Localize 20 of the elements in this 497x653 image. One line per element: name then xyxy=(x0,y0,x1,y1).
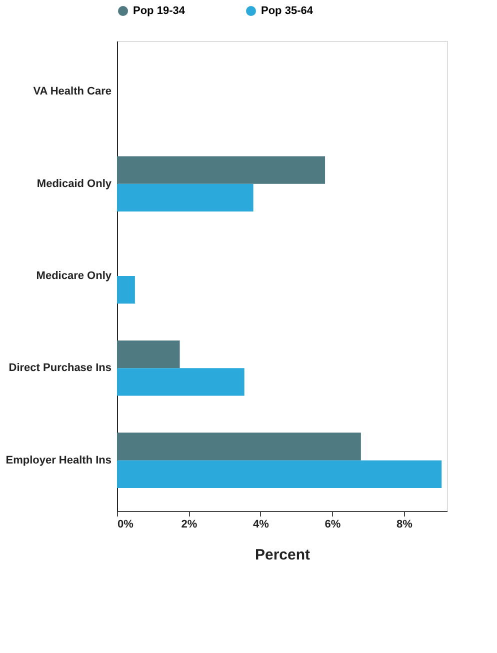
y-tick-label: Employer Health Ins xyxy=(6,454,112,466)
bar xyxy=(117,276,135,304)
legend-label: Pop 19-34 xyxy=(133,5,186,17)
y-tick-label: VA Health Care xyxy=(33,86,112,98)
bar xyxy=(117,432,361,460)
bar xyxy=(117,184,254,212)
bar xyxy=(117,460,442,488)
y-tick-label: Medicare Only xyxy=(36,270,112,282)
x-tick-label: 2% xyxy=(181,518,198,530)
x-tick-label: 6% xyxy=(324,518,341,530)
x-tick-label: 0% xyxy=(118,518,134,530)
x-tick-label: 4% xyxy=(253,518,270,530)
x-tick-label: 8% xyxy=(396,518,413,530)
x-axis-title: Percent xyxy=(254,546,310,564)
y-tick-label: Medicaid Only xyxy=(36,178,112,190)
y-tick-label: Direct Purchase Ins xyxy=(8,362,112,374)
bar xyxy=(117,368,244,396)
bar xyxy=(117,156,326,184)
legend-label: Pop 35-64 xyxy=(261,5,314,17)
bar xyxy=(117,340,180,368)
